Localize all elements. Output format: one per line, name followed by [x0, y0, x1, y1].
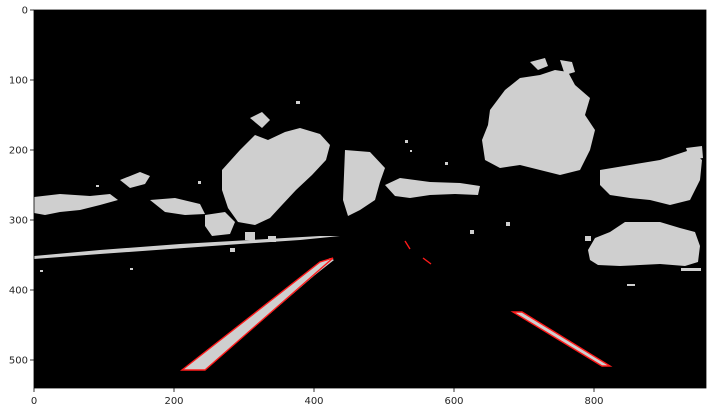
axes-frame	[33, 9, 707, 389]
x-tick-label: 600	[444, 396, 463, 407]
y-tick-label: 200	[9, 146, 28, 157]
x-tick-label: 400	[304, 396, 323, 407]
y-tick-label: 400	[9, 286, 28, 297]
x-axis-ticks: 0 200 400 600 800	[31, 388, 604, 407]
lane-outline-contours	[179, 240, 613, 371]
y-tick-label: 100	[9, 76, 28, 87]
x-tick-label: 800	[584, 396, 603, 407]
y-tick-label: 0	[22, 6, 28, 17]
x-tick-label: 200	[164, 396, 183, 407]
y-tick-label: 300	[9, 216, 28, 227]
x-tick-label: 0	[31, 396, 37, 407]
mask-blobs	[34, 58, 703, 370]
y-tick-label: 500	[9, 356, 28, 367]
y-axis-ticks: 0 100 200 300 400 500	[9, 6, 34, 367]
